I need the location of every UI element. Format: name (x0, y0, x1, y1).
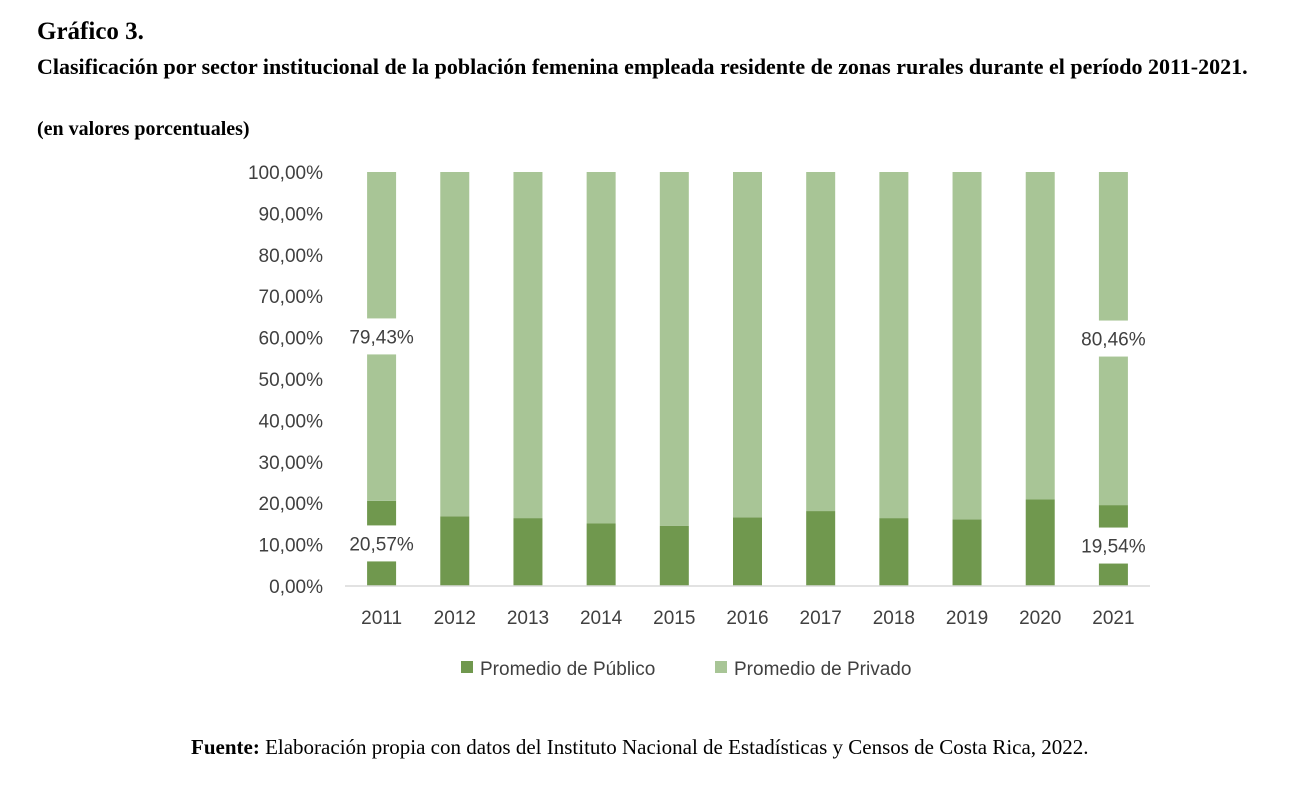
legend-label: Promedio de Privado (734, 659, 911, 680)
bar-privado (586, 172, 616, 524)
source-label: Fuente: (191, 735, 260, 759)
bar-privado (733, 172, 762, 518)
bar-privado (806, 172, 836, 512)
bar-privado (513, 172, 543, 519)
y-tick-label: 30,00% (259, 453, 324, 474)
y-tick-label: 10,00% (259, 536, 324, 557)
bar-publico (733, 517, 762, 586)
x-tick-label: 2013 (507, 608, 549, 629)
x-tick-label: 2012 (434, 608, 476, 629)
stacked-bar-chart: 0,00% 10,00% 20,00% 30,00% 40,00% 50,00% 60,00… (248, 163, 1152, 680)
bar-publico (440, 516, 470, 586)
data-label: 20,57% (349, 534, 414, 555)
y-tick-label: 60,00% (259, 329, 324, 350)
x-tick-label: 2018 (873, 608, 915, 629)
y-tick-label: 20,00% (259, 494, 324, 515)
data-label-box (343, 525, 420, 562)
x-tick-label: 2021 (1092, 608, 1134, 629)
figure-label: Gráfico 3. (37, 18, 144, 45)
bar-privado (952, 172, 982, 520)
figure-title: Clasificación por sector institucional d… (37, 54, 1248, 79)
x-tick-label: 2020 (1019, 608, 1061, 629)
y-tick-label: 0,00% (269, 577, 323, 598)
bar-publico (1025, 499, 1055, 586)
bar-privado (440, 172, 470, 517)
data-label-box (343, 318, 420, 355)
x-tick-label: 2011 (361, 608, 402, 629)
bar-privado (879, 172, 909, 519)
data-label: 80,46% (1081, 330, 1146, 351)
bar-publico (586, 523, 616, 586)
data-labels: 20,57% 79,43% 19,54% 80,46% (343, 318, 1152, 564)
y-tick-label: 80,00% (259, 246, 324, 267)
bar-publico (806, 511, 836, 586)
bar-privado (1025, 172, 1055, 500)
legend: Promedio de Público Promedio de Privado (461, 659, 911, 680)
data-label-box (1075, 320, 1152, 357)
x-tick-label: 2014 (580, 608, 623, 629)
bar-publico (513, 518, 543, 586)
source-note: Fuente: Elaboración propia con datos del… (191, 733, 1089, 761)
data-label: 19,54% (1081, 537, 1146, 558)
y-tick-label: 90,00% (259, 204, 324, 225)
legend-swatch (461, 661, 473, 673)
data-label-box (1075, 527, 1152, 564)
legend-label: Promedio de Público (480, 659, 655, 680)
y-tick-label: 40,00% (259, 411, 324, 432)
y-tick-label: 100,00% (248, 163, 323, 184)
bar-privado (659, 172, 689, 526)
bar-publico (879, 518, 909, 586)
x-tick-label: 2019 (946, 608, 988, 629)
legend-swatch (715, 661, 727, 673)
bars (367, 172, 1128, 586)
bar-publico (952, 519, 982, 586)
source-text: Elaboración propia con datos del Institu… (259, 735, 1089, 759)
y-tick-label: 50,00% (259, 370, 324, 391)
data-label: 79,43% (349, 327, 414, 348)
x-tick-label: 2015 (653, 608, 695, 629)
x-tick-label: 2016 (726, 608, 768, 629)
y-axis: 0,00% 10,00% 20,00% 30,00% 40,00% 50,00% 60,00… (248, 163, 323, 598)
y-tick-label: 70,00% (259, 287, 324, 308)
x-tick-label: 2017 (800, 608, 842, 629)
x-axis: 2011 2012 2013 2014 2015 2016 2017 2018 2019 2020… (361, 608, 1134, 629)
bar-publico (659, 525, 689, 586)
figure-subtitle: (en valores porcentuales) (37, 118, 250, 140)
